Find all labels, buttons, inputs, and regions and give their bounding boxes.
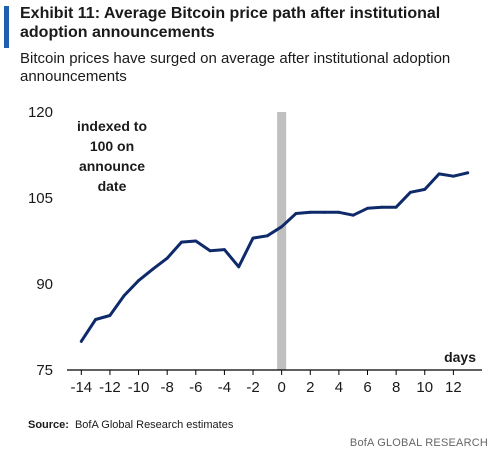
x-tick-label: -2 (246, 379, 259, 396)
x-tick-label: 12 (445, 379, 462, 396)
data-point (337, 210, 341, 214)
data-point (137, 279, 140, 282)
y-tick-label: 105 (28, 190, 53, 207)
data-point (451, 174, 455, 178)
data-point (280, 225, 284, 229)
bitcoin-price-line (79, 171, 470, 343)
x-tick-label: -10 (128, 379, 150, 396)
data-point (308, 210, 312, 214)
x-tick-label: 6 (363, 379, 371, 396)
data-point (437, 172, 441, 176)
data-point (366, 206, 369, 210)
data-point (194, 239, 198, 243)
source-text: BofA Global Research estimates (74, 419, 234, 431)
x-axis-label: days (444, 349, 476, 365)
x-tick-label: 10 (416, 379, 433, 396)
data-point (108, 314, 112, 317)
source-label: Source: (28, 419, 69, 431)
x-tick-label: -6 (189, 379, 202, 396)
data-point (394, 205, 398, 209)
y-tick-label: 75 (36, 362, 53, 379)
data-point (409, 190, 412, 194)
y-tick-label: 120 (28, 104, 53, 121)
data-point (294, 212, 298, 215)
x-tick-label: -12 (99, 379, 121, 396)
data-point (351, 213, 355, 217)
chart-subtitle: Bitcoin prices have surged on average af… (20, 50, 451, 85)
index-annotation: indexed to 100 on announce date (77, 118, 147, 194)
data-point (466, 171, 470, 175)
data-point (94, 318, 98, 321)
x-tick-label: 0 (277, 379, 285, 396)
data-point (180, 240, 183, 244)
data-point (423, 188, 427, 191)
announcement-marker-bar (277, 112, 287, 370)
x-tick-label: -4 (218, 379, 231, 396)
data-point (237, 265, 241, 269)
data-point (323, 210, 326, 214)
data-point (165, 256, 169, 260)
data-point (265, 234, 269, 238)
title-accent-bar (4, 6, 9, 48)
data-point (79, 339, 83, 343)
source-note: Source: BofA Global Research estimates (28, 419, 233, 431)
data-point (122, 294, 126, 297)
data-point (208, 249, 212, 253)
data-point (251, 236, 255, 240)
chart-title: Exhibit 11: Average Bitcoin price path a… (20, 5, 441, 41)
data-point (223, 248, 226, 252)
brand-mark: BofA GLOBAL RESEARCH (349, 437, 488, 449)
x-tick-label: 8 (392, 379, 400, 396)
y-tick-label: 90 (36, 276, 53, 293)
data-point (151, 267, 155, 271)
data-point (380, 205, 384, 209)
x-tick-label: 2 (306, 379, 314, 396)
x-tick-label: 4 (335, 379, 343, 396)
x-tick-label: -14 (70, 379, 92, 396)
x-tick-label: -8 (161, 379, 174, 396)
